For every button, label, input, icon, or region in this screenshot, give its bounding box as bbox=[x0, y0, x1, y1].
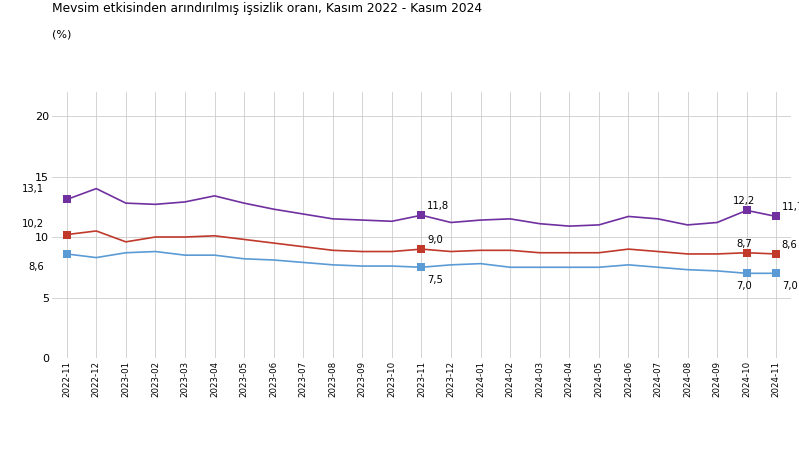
Text: 12,2: 12,2 bbox=[733, 196, 755, 206]
Text: 11,7: 11,7 bbox=[781, 202, 799, 212]
Text: (%): (%) bbox=[52, 30, 71, 40]
Text: Mevsim etkisinden arındırılmış işsizlik oranı, Kasım 2022 - Kasım 2024: Mevsim etkisinden arındırılmış işsizlik … bbox=[52, 2, 482, 15]
Text: 13,1: 13,1 bbox=[22, 184, 45, 194]
Text: 7,0: 7,0 bbox=[736, 281, 752, 291]
Text: 9,0: 9,0 bbox=[427, 235, 443, 245]
Text: 8,6: 8,6 bbox=[29, 262, 45, 272]
Text: 7,0: 7,0 bbox=[781, 281, 797, 291]
Text: 10,2: 10,2 bbox=[22, 219, 45, 229]
Text: 8,7: 8,7 bbox=[736, 239, 752, 249]
Text: 7,5: 7,5 bbox=[427, 275, 443, 285]
Text: 8,6: 8,6 bbox=[781, 240, 797, 250]
Text: 11,8: 11,8 bbox=[427, 201, 449, 211]
